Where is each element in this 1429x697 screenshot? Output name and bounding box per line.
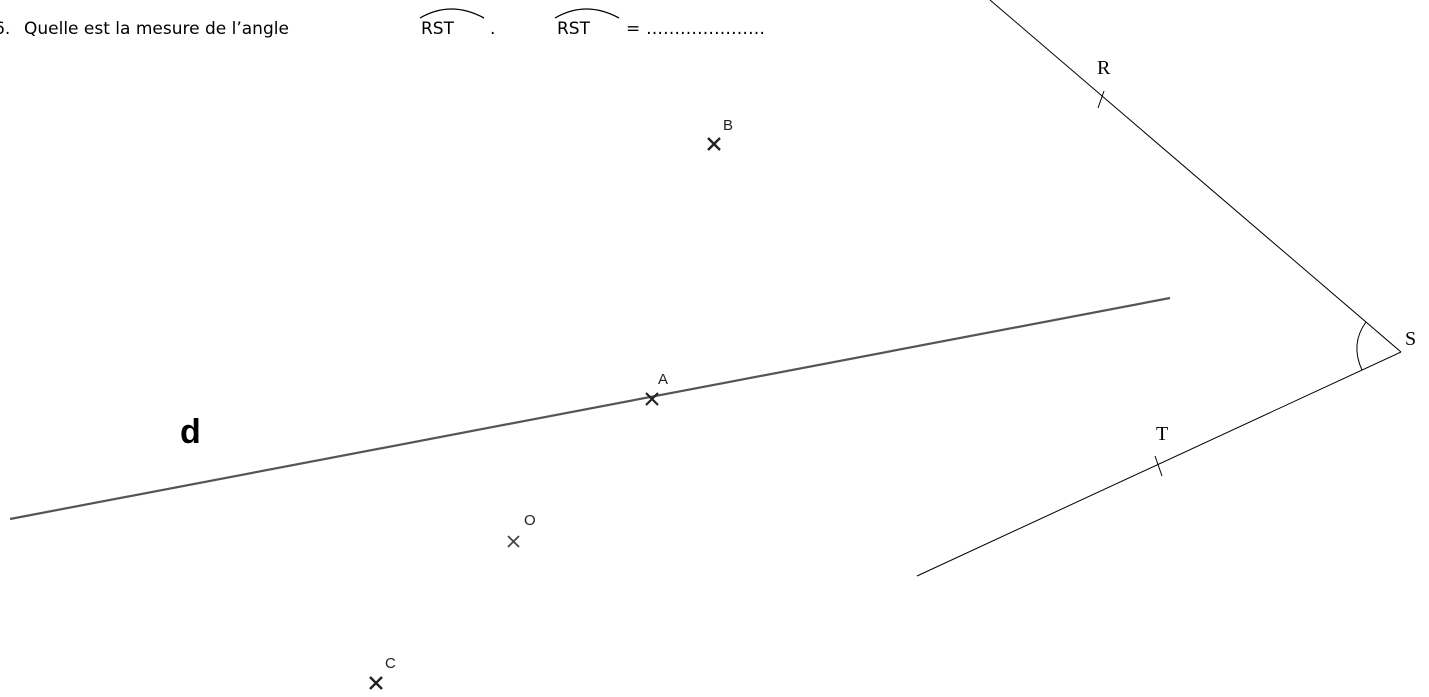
angle-arc (1356, 321, 1367, 371)
cross-mark-o (507, 535, 520, 548)
ray-st (916, 351, 1402, 577)
equals-sign: = (626, 19, 640, 39)
point-label-s: S (1405, 328, 1416, 350)
ray-sr (989, 0, 1402, 353)
question-period: . (490, 19, 495, 39)
point-label-t: T (1156, 423, 1168, 445)
point-o: O (507, 512, 536, 548)
point-label-b: B (723, 117, 733, 134)
angle-name: RST (421, 19, 455, 39)
point-c: C (369, 655, 396, 690)
tick-mark-r (1097, 90, 1105, 109)
line-d: d (9, 296, 1171, 521)
cross-mark-b (707, 137, 721, 151)
point-label-o: O (524, 512, 536, 529)
cross-mark-c (369, 676, 383, 690)
answer-blank: ………………… (646, 19, 765, 39)
angle-rst: R S T (916, 0, 1416, 577)
cross-mark-a (645, 392, 659, 406)
point-a: A (645, 371, 668, 406)
point-b: B (707, 117, 733, 151)
question-prompt: Quelle est la mesure de l’angle (24, 19, 289, 39)
point-label-c: C (385, 655, 396, 672)
angle-hat-symbol (419, 8, 485, 19)
answer-angle-hat-symbol (554, 8, 620, 19)
question-number: 6. (0, 19, 10, 39)
point-label-r: R (1097, 57, 1111, 79)
tick-mark-t (1154, 455, 1163, 477)
line-label-d: d (180, 413, 201, 451)
answer-angle-name: RST (557, 19, 591, 39)
question-line: 6. Quelle est la mesure de l’angle RST .… (0, 8, 765, 39)
point-label-a: A (658, 371, 668, 388)
line-d-stroke (9, 296, 1171, 521)
